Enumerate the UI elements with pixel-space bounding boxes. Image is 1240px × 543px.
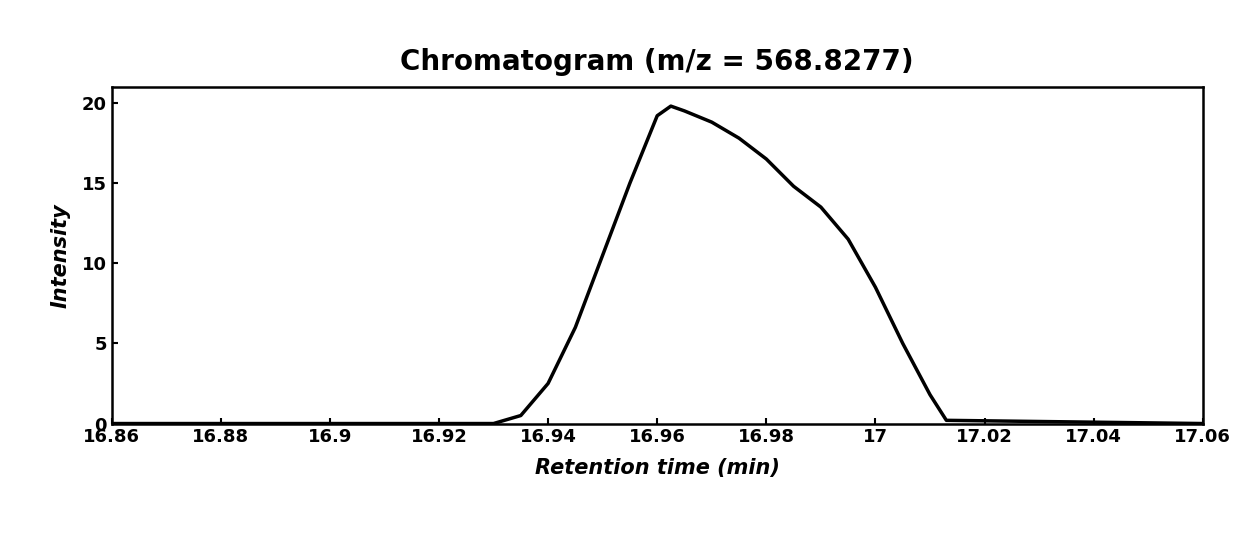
X-axis label: Retention time (min): Retention time (min)	[534, 458, 780, 477]
Y-axis label: Intensity: Intensity	[51, 203, 71, 307]
Title: Chromatogram (m/z = 568.8277): Chromatogram (m/z = 568.8277)	[401, 48, 914, 76]
